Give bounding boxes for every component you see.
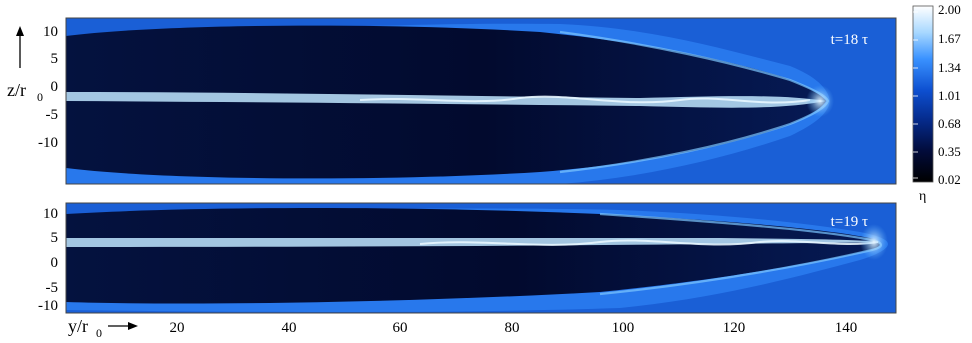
terminal-shock <box>806 85 834 117</box>
x-tick-label: 80 <box>505 320 520 336</box>
y-axis-label-main: z/r <box>7 80 26 100</box>
y-tick-label: 5 <box>51 51 59 67</box>
colorbar-tick-labels: 2.00 1.67 1.34 1.01 0.68 0.35 0.02 <box>938 2 961 187</box>
x-axis-ticks: 20 40 60 80 100 120 140 <box>170 320 858 336</box>
x-axis-arrow-icon <box>128 322 138 330</box>
y-tick-label: 10 <box>43 206 58 222</box>
colorbar-label: η <box>919 189 926 204</box>
y-tick-label: 5 <box>51 230 59 246</box>
colorbar-tick-marks <box>913 11 918 179</box>
jet-turbulence <box>359 95 811 104</box>
y-tick-label: -10 <box>38 298 58 314</box>
cocoon-region <box>66 208 880 304</box>
y-tick-label: -10 <box>38 135 58 151</box>
y-tick-label: -5 <box>46 107 59 123</box>
colorbar-tick-label: 1.01 <box>938 88 961 103</box>
y-axis-ticks-panel-1: 10 5 0 -5 -10 <box>38 24 58 151</box>
x-tick-label: 140 <box>835 320 858 336</box>
y-axis-label: z/r 0 <box>7 26 43 104</box>
y-tick-label: -5 <box>46 280 59 296</box>
y-axis-label-subscript: 0 <box>37 90 43 104</box>
colorbar-tick-label: 1.34 <box>938 60 961 75</box>
colorbar-tick-label: 0.02 <box>938 172 961 187</box>
panel-frame <box>65 17 897 185</box>
x-tick-label: 40 <box>282 320 297 336</box>
simulation-panel-t19: t=19 τ <box>65 202 897 314</box>
colorbar: 2.00 1.67 1.34 1.01 0.68 0.35 0.02 η <box>912 2 961 204</box>
y-tick-label: 0 <box>51 255 59 271</box>
time-label: t=19 τ <box>831 214 868 230</box>
x-tick-label: 20 <box>170 320 185 336</box>
x-axis-label: y/r 0 <box>68 316 138 340</box>
y-axis-arrow-icon <box>16 26 24 36</box>
x-tick-label: 120 <box>723 320 746 336</box>
x-axis-label-main: y/r <box>68 316 88 336</box>
colorbar-tick-label: 0.68 <box>938 116 961 131</box>
terminal-shock <box>860 224 888 260</box>
colorbar-tick-label: 0.35 <box>938 144 961 159</box>
colorbar-tick-label: 1.67 <box>938 31 961 46</box>
time-label: t=18 τ <box>831 32 868 48</box>
jet-turbulence <box>419 239 879 246</box>
y-tick-label: 10 <box>43 24 58 40</box>
simulation-panel-t18: t=18 τ <box>65 17 897 185</box>
panel-frame <box>65 202 897 314</box>
y-tick-label: 0 <box>51 79 59 95</box>
colorbar-tick-label: 2.00 <box>938 2 961 17</box>
x-tick-label: 60 <box>393 320 408 336</box>
x-axis-label-subscript: 0 <box>96 326 102 338</box>
x-tick-label: 100 <box>612 320 635 336</box>
y-axis-ticks-panel-2: 10 5 0 -5 -10 <box>38 206 58 314</box>
colorbar-gradient <box>912 5 934 183</box>
